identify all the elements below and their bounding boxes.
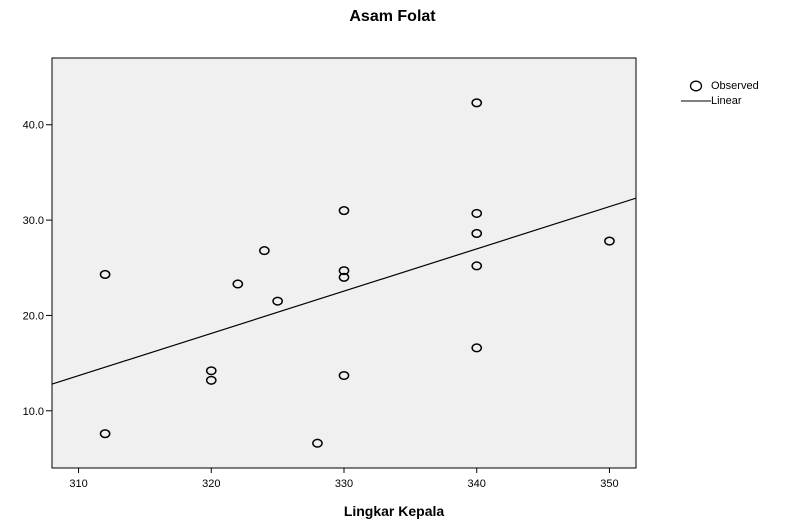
x-tick-label: 310 [69,478,87,490]
data-point [471,98,483,108]
regression-line [52,197,636,385]
data-point [338,272,350,282]
legend-item-observed: Observed [681,78,759,93]
legend-label-observed: Observed [711,79,759,92]
data-point [99,429,111,439]
data-point [471,228,483,238]
y-tick-label: 40.0 [23,120,44,132]
legend: Observed Linear [681,78,759,108]
data-point [312,438,323,448]
y-tick-label: 20.0 [23,310,44,322]
data-point [232,279,244,289]
data-point [471,343,483,353]
data-point [205,366,217,376]
data-point [99,269,111,279]
chart-title: Asam Folat [349,8,436,25]
plot-area [51,57,637,469]
data-point [471,208,483,218]
x-tick-label: 330 [335,478,353,490]
data-point [205,375,217,385]
data-point [338,206,350,216]
x-tick-label: 340 [468,478,486,490]
data-point [604,236,615,246]
open-circle-icon [689,80,703,91]
data-point [338,370,350,381]
y-tick-label: 30.0 [23,215,44,227]
x-tick-label: 320 [202,478,220,490]
data-point [338,266,350,276]
x-tick-label: 350 [600,478,618,490]
line-icon [681,100,711,101]
y-tick-label: 10.0 [23,406,44,418]
legend-item-linear: Linear [681,93,759,108]
data-point [272,296,283,306]
data-point [471,261,483,271]
x-axis-title: Lingkar Kepala [343,503,445,519]
data-point [259,246,270,256]
legend-label-linear: Linear [711,94,742,107]
